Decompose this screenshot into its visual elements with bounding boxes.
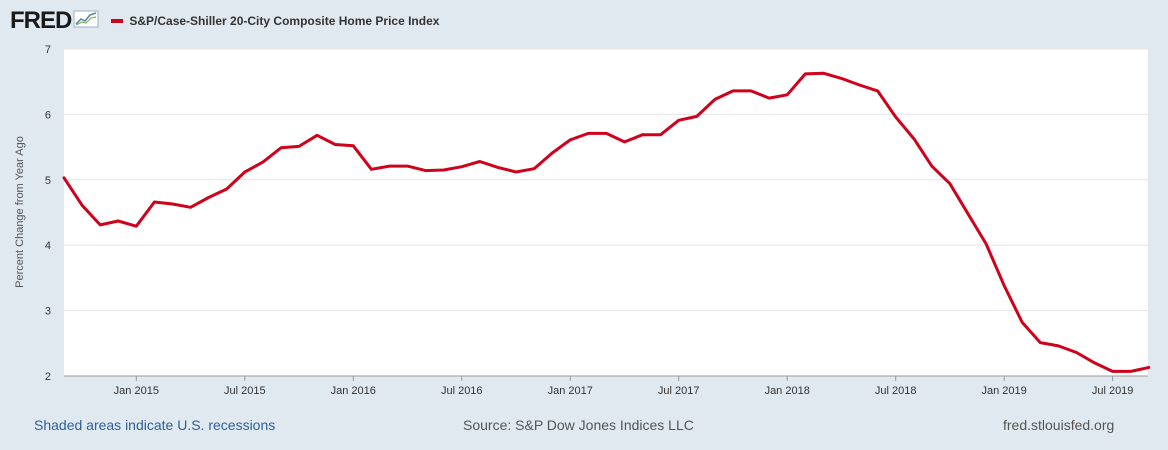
data-point[interactable] <box>1143 361 1155 373</box>
y-tick-label: 7 <box>45 44 51 56</box>
x-tick-label: Jan 2019 <box>982 385 1027 397</box>
data-point[interactable] <box>456 161 468 173</box>
data-point[interactable] <box>763 92 775 104</box>
data-point[interactable] <box>365 163 377 175</box>
data-point[interactable] <box>998 280 1010 292</box>
site-link[interactable]: fred.stlouisfed.org <box>1003 417 1115 433</box>
data-point[interactable] <box>1034 337 1046 349</box>
data-point[interactable] <box>1016 316 1028 328</box>
data-point[interactable] <box>257 156 269 168</box>
data-point[interactable] <box>185 201 197 213</box>
data-point[interactable] <box>492 161 504 173</box>
data-point[interactable] <box>673 114 685 126</box>
y-tick-label: 5 <box>45 175 51 187</box>
data-point[interactable] <box>58 172 70 184</box>
data-point[interactable] <box>112 215 124 227</box>
data-point[interactable] <box>166 198 178 210</box>
data-point[interactable] <box>691 110 703 122</box>
data-point[interactable] <box>1070 346 1082 358</box>
data-point[interactable] <box>203 191 215 203</box>
y-tick-label: 4 <box>45 240 51 252</box>
data-point[interactable] <box>980 238 992 250</box>
data-point[interactable] <box>1089 357 1101 369</box>
data-point[interactable] <box>130 220 142 232</box>
data-point[interactable] <box>908 133 920 145</box>
data-point[interactable] <box>637 129 649 141</box>
data-point[interactable] <box>438 164 450 176</box>
legend-swatch <box>111 19 124 23</box>
data-point[interactable] <box>890 111 902 123</box>
y-tick-label: 2 <box>45 371 51 383</box>
data-point[interactable] <box>854 79 866 91</box>
x-tick-label: Jul 2017 <box>658 385 700 397</box>
data-point[interactable] <box>799 68 811 80</box>
data-point[interactable] <box>221 183 233 195</box>
chart-header: FRED S&P/Case-Shiller 20-City Composite … <box>10 6 439 36</box>
y-axis-label: Percent Change from Year Ago <box>14 136 26 288</box>
data-point[interactable] <box>402 160 414 172</box>
recessions-link[interactable]: Shaded areas indicate U.S. recessions <box>34 417 276 433</box>
x-tick-label: Jan 2017 <box>548 385 593 397</box>
x-tick-label: Jan 2018 <box>765 385 810 397</box>
data-point[interactable] <box>1107 365 1119 377</box>
data-point[interactable] <box>944 178 956 190</box>
data-point[interactable] <box>727 85 739 97</box>
data-point[interactable] <box>655 129 667 141</box>
trend-graph-icon <box>73 9 99 34</box>
data-point[interactable] <box>311 129 323 141</box>
y-tick-label: 3 <box>45 306 51 318</box>
data-point[interactable] <box>546 147 558 159</box>
source-text: Source: S&P Dow Jones Indices LLC <box>463 417 694 433</box>
data-point[interactable] <box>1125 365 1137 377</box>
data-point[interactable] <box>600 127 612 139</box>
data-point[interactable] <box>239 166 251 178</box>
data-point[interactable] <box>817 67 829 79</box>
data-point[interactable] <box>329 138 341 150</box>
x-tick-label: Jul 2015 <box>224 385 266 397</box>
data-point[interactable] <box>148 196 160 208</box>
chart-legend: S&P/Case-Shiller 20-City Composite Home … <box>111 14 439 28</box>
fred-logo[interactable]: FRED <box>10 7 99 35</box>
data-point[interactable] <box>872 85 884 97</box>
data-point[interactable] <box>564 134 576 146</box>
data-point[interactable] <box>835 72 847 84</box>
x-tick-label: Jan 2016 <box>331 385 376 397</box>
data-point[interactable] <box>275 142 287 154</box>
x-tick-label: Jul 2016 <box>441 385 483 397</box>
data-point[interactable] <box>420 165 432 177</box>
x-tick-label: Jul 2019 <box>1092 385 1134 397</box>
legend-label: S&P/Case-Shiller 20-City Composite Home … <box>129 14 440 28</box>
data-point[interactable] <box>293 140 305 152</box>
data-point[interactable] <box>383 160 395 172</box>
y-tick-label: 6 <box>45 109 51 121</box>
data-point[interactable] <box>347 140 359 152</box>
data-point[interactable] <box>94 219 106 231</box>
data-point[interactable] <box>510 166 522 178</box>
series-line[interactable] <box>62 71 1151 373</box>
data-point[interactable] <box>76 199 88 211</box>
data-point[interactable] <box>745 85 757 97</box>
fred-logo-text: FRED <box>10 7 72 34</box>
x-tick-label: Jul 2018 <box>875 385 917 397</box>
data-point[interactable] <box>618 136 630 148</box>
data-point[interactable] <box>474 155 486 167</box>
data-point[interactable] <box>926 160 938 172</box>
data-point[interactable] <box>582 127 594 139</box>
data-point[interactable] <box>709 93 721 105</box>
data-point[interactable] <box>781 89 793 101</box>
data-point[interactable] <box>962 208 974 220</box>
data-point[interactable] <box>528 163 540 175</box>
x-tick-label: Jan 2015 <box>114 385 159 397</box>
data-point[interactable] <box>1052 340 1064 352</box>
